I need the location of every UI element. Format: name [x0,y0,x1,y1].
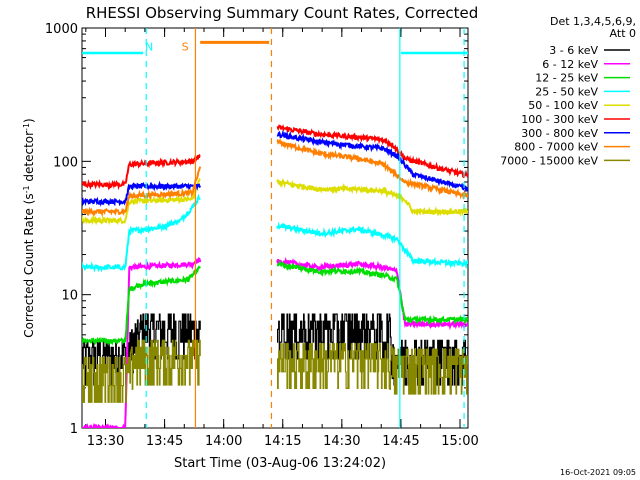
series-after-flare-1 [276,129,468,192]
series-3-6-kev [82,313,201,386]
annotation-s: S [182,40,189,53]
legend-label: 7000 - 15000 keV [500,154,598,167]
series-800-7000-kev [82,166,202,218]
series-after-flare-2 [276,138,468,200]
legend-title: Det 1,3,4,5,6,9, [550,15,636,28]
series-after-flare-5 [276,256,468,331]
series-after-flare-0 [276,124,468,179]
series-25-50-kev [82,193,201,273]
legend-label: 800 - 7000 keV [514,141,598,154]
series-12-25-kev [82,265,201,347]
series-6-12-kev [82,256,202,428]
x-tick-label: 13:30 [87,434,124,449]
chart-title: RHESSI Observing Summary Count Rates, Co… [86,4,479,22]
x-tick-label: 13:45 [146,434,183,449]
legend-label: 6 - 12 keV [542,58,598,71]
ylabel-suffix: ) [22,118,36,123]
series-after-flare-4 [276,221,468,270]
legend-label: 3 - 6 keV [549,44,598,57]
legend-title: Att 0 [610,27,636,40]
y-tick-label: 1000 [45,22,78,37]
x-tick-label: 14:00 [205,434,242,449]
series-7000-15000-kev [82,339,201,403]
plot-area: 1 10 100 1000 13:30 13:45 14:00 14:15 14:30 14:45… [45,22,479,449]
series-after-flare-8 [277,343,468,395]
data-layer [82,28,468,428]
legend-label: 50 - 100 keV [528,99,598,112]
x-tick-label: 14:15 [264,434,301,449]
legend-label: 25 - 50 keV [535,85,598,98]
series-after-flare-3 [276,177,468,217]
y-tick-label: 1 [70,422,78,437]
ylabel-mid: detector [22,131,36,186]
x-tick-label: 15:00 [441,434,478,449]
series-50-100-kev [82,178,201,226]
y-tick-label: 10 [61,289,78,304]
x-tick-label: 14:30 [323,434,360,449]
svg-text:Corrected Count Rate (s-1 dete: Corrected Count Rate (s-1 detector-1) [22,118,36,337]
annotation-n: N [145,40,153,53]
timestamp: 16-Oct-2021 09:05 [560,468,636,477]
ylabel-sup2: -1 [22,123,31,131]
legend-label: 12 - 25 keV [535,72,598,85]
ylabel-prefix: Corrected Count Rate (s [22,193,36,337]
legend-label: 300 - 800 keV [521,127,598,140]
y-tick-label: 100 [53,155,78,170]
x-tick-label: 14:45 [382,434,419,449]
x-axis-label: Start Time (03-Aug-06 13:24:02) [174,456,386,471]
y-axis-label: Corrected Count Rate (s-1 detector-1) [22,118,36,337]
legend-label: 100 - 300 keV [521,113,598,126]
series-300-800-kev [82,180,202,207]
series-100-300-kev [82,153,201,191]
series-after-flare-6 [276,260,468,326]
ylabel-sup1: -1 [22,185,31,193]
plot-frame [81,27,469,429]
